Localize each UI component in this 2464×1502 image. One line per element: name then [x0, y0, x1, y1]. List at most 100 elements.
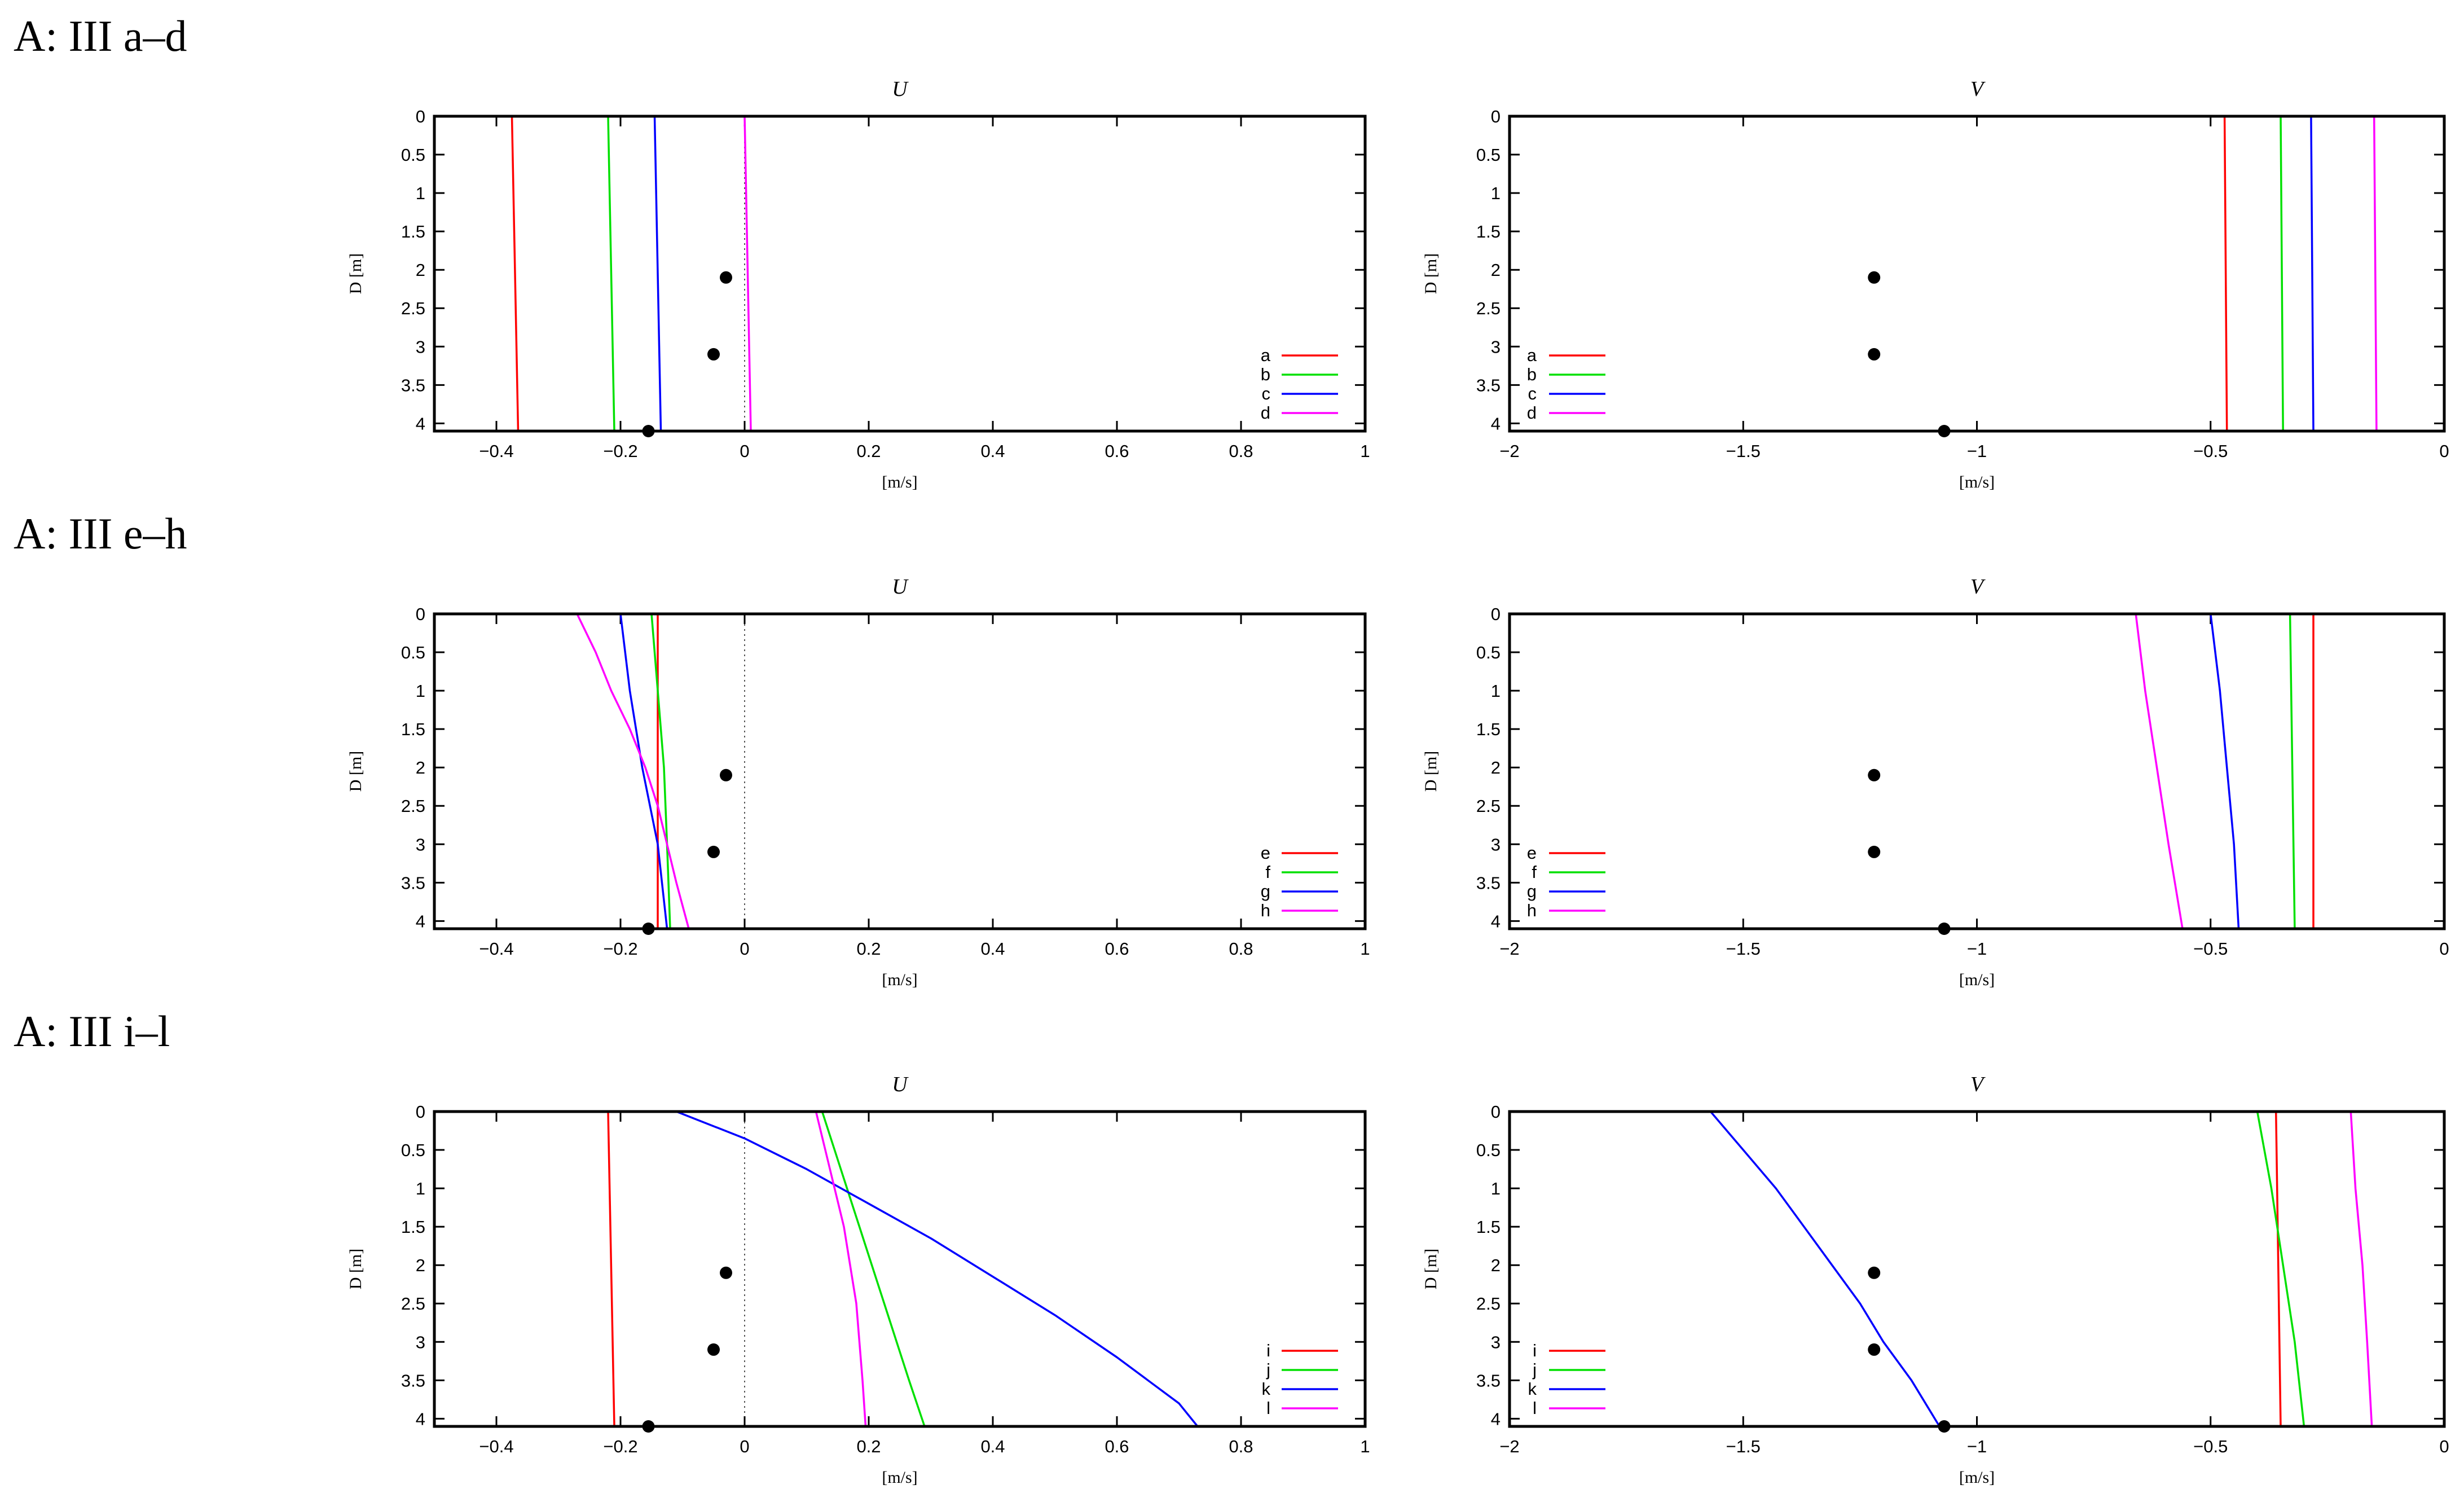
observation-point	[720, 768, 732, 781]
legend-label: f	[1265, 862, 1270, 882]
y-tick-label: 1.5	[1476, 222, 1501, 241]
series-line-c	[653, 116, 662, 432]
observation-point	[1868, 271, 1881, 284]
y-tick-label: 3.5	[401, 1371, 425, 1390]
x-tick-label: −2	[1499, 939, 1519, 959]
chart-panels: −0.4 −0.2 0 0.2 0.4 0.6 0.8 1 0 0.5 1 1.5 2 2.5 3 3.5 4 a…	[346, 77, 2449, 1487]
plot-frame	[433, 1110, 1367, 1428]
panel-title: V	[1970, 1073, 1986, 1096]
legend-label: h	[1527, 901, 1537, 920]
legend-label: l	[1266, 1398, 1270, 1418]
series-line-f	[2289, 613, 2296, 929]
x-tick-label: −0.2	[603, 939, 637, 959]
x-axis-label: [m/s]	[882, 473, 917, 491]
x-tick-label: 0.8	[1229, 441, 1253, 461]
y-axis-label: D [m]	[1422, 1249, 1440, 1289]
x-tick-label: −0.2	[603, 441, 637, 461]
series-line-d	[743, 116, 752, 432]
y-tick-label: 0.5	[401, 1140, 425, 1160]
legend-label: j	[1266, 1360, 1270, 1380]
y-tick-label: 2	[416, 1255, 425, 1275]
x-tick-label: −0.4	[479, 939, 513, 959]
legend-label: d	[1261, 403, 1270, 423]
x-tick-label: 0.2	[856, 939, 881, 959]
series-line-c	[2310, 116, 2315, 432]
x-tick-label: −0.5	[2193, 939, 2228, 959]
observation-point	[1868, 1266, 1881, 1279]
y-tick-label: 4	[416, 911, 425, 931]
observation-point	[1868, 768, 1881, 781]
x-tick-label: 1	[1360, 1437, 1370, 1456]
x-tick-label: −2	[1499, 441, 1519, 461]
series-line-g	[619, 613, 668, 929]
legend-label: k	[1528, 1379, 1537, 1399]
y-tick-label: 1	[416, 1179, 425, 1198]
y-tick-label: 4	[416, 1409, 425, 1429]
x-tick-label: 0.6	[1105, 441, 1129, 461]
y-axis-label: D [m]	[346, 751, 365, 792]
y-tick-label: 1.5	[401, 222, 425, 241]
y-axis-label: D [m]	[1422, 253, 1440, 294]
x-tick-label: 1	[1360, 441, 1370, 461]
y-tick-label: 2.5	[401, 1294, 425, 1314]
observation-point	[1868, 348, 1881, 361]
y-tick-label: 0.5	[401, 643, 425, 662]
series-line-b	[607, 116, 615, 432]
x-tick-label: −1	[1967, 1437, 1987, 1456]
section-label-a-d: A: III a–d	[14, 11, 187, 60]
plot-frame	[1508, 115, 2446, 433]
y-tick-label: 2.5	[1476, 1294, 1501, 1314]
y-tick-label: 0.5	[1476, 1140, 1501, 1160]
legend-label: b	[1527, 364, 1537, 384]
chart-panel-0: −0.4 −0.2 0 0.2 0.4 0.6 0.8 1 0 0.5 1 1.5 2 2.5 3 3.5 4 a…	[346, 77, 1370, 491]
y-tick-label: 1	[1491, 681, 1501, 701]
x-tick-label: 0.2	[856, 441, 881, 461]
y-tick-label: 2	[416, 758, 425, 778]
x-tick-label: −1	[1967, 939, 1987, 959]
x-tick-label: 1	[1360, 939, 1370, 959]
legend-label: l	[1533, 1398, 1537, 1418]
x-tick-label: −0.5	[2193, 441, 2228, 461]
series-line-a	[511, 116, 520, 432]
y-tick-label: 2.5	[401, 796, 425, 816]
legend-label: j	[1532, 1360, 1537, 1380]
chart-panel-4: −0.4 −0.2 0 0.2 0.4 0.6 0.8 1 0 0.5 1 1.5 2 2.5 3 3.5 4 i…	[346, 1073, 1370, 1487]
series-line-a	[2223, 116, 2228, 432]
series-line-i	[2274, 1111, 2282, 1427]
y-tick-label: 0	[416, 107, 425, 126]
x-tick-label: −0.4	[479, 1437, 513, 1456]
y-tick-label: 0	[416, 604, 425, 624]
y-tick-label: 0.5	[1476, 145, 1501, 165]
legend-label: d	[1527, 403, 1537, 423]
x-tick-label: −1.5	[1726, 939, 1761, 959]
y-tick-label: 3	[1491, 835, 1501, 854]
x-axis-label: [m/s]	[1959, 970, 1995, 989]
y-tick-label: 1	[416, 183, 425, 203]
observation-point	[707, 845, 720, 858]
series-line-l	[2349, 1111, 2373, 1427]
x-tick-label: 0.6	[1105, 1437, 1129, 1456]
y-tick-label: 3.5	[1476, 873, 1501, 893]
x-tick-label: 0.4	[980, 939, 1005, 959]
x-tick-label: −2	[1499, 1437, 1519, 1456]
legend-label: c	[1262, 384, 1271, 403]
legend-label: f	[1532, 862, 1537, 882]
x-tick-label: −0.2	[603, 1437, 637, 1456]
chart-panel-2: −0.4 −0.2 0 0.2 0.4 0.6 0.8 1 0 0.5 1 1.5 2 2.5 3 3.5 4 e…	[346, 575, 1370, 989]
series-line-f	[650, 613, 671, 929]
y-tick-label: 3	[416, 835, 425, 854]
y-tick-label: 3	[1491, 1332, 1501, 1352]
y-tick-label: 0	[416, 1102, 425, 1122]
x-axis-label: [m/s]	[1959, 1468, 1995, 1487]
y-tick-label: 2	[416, 260, 425, 280]
panel-title: U	[892, 1073, 909, 1096]
series-line-k	[1709, 1110, 1941, 1427]
y-tick-label: 2.5	[1476, 298, 1501, 318]
observation-point	[1868, 1343, 1881, 1356]
y-axis-label: D [m]	[346, 1249, 365, 1289]
y-tick-label: 1	[416, 681, 425, 701]
x-tick-label: 0.2	[856, 1437, 881, 1456]
